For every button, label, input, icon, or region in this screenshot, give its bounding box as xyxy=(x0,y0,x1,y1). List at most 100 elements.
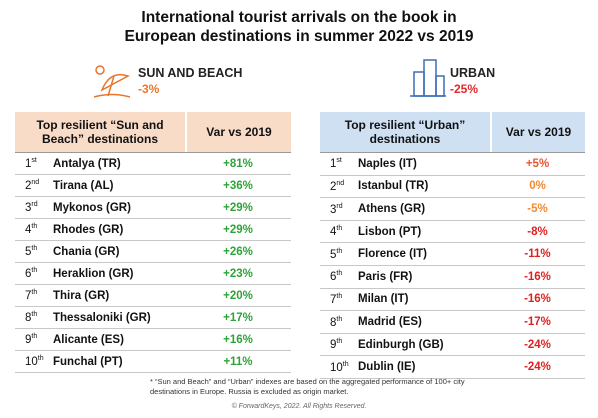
footnote-line: destinations in Europe. Russia is exclud… xyxy=(150,387,349,396)
rank-number: 8 xyxy=(25,311,32,324)
rank-suffix: st xyxy=(336,157,342,165)
rank-number: 6 xyxy=(330,271,337,284)
table-row: 6th Paris (FR) -16% xyxy=(320,266,585,289)
beach-icon xyxy=(93,65,131,98)
rank-number: 3 xyxy=(25,201,32,214)
variation: -17% xyxy=(524,315,551,328)
rank-suffix: th xyxy=(336,270,343,278)
rank-suffix: rd xyxy=(336,202,343,210)
rank: 3rd xyxy=(15,201,53,214)
table-row: 8th Thessaloniki (GR) +17% xyxy=(15,307,291,329)
table-row: 8th Madrid (ES) -17% xyxy=(320,311,585,334)
rank-suffix: th xyxy=(31,311,38,319)
header-cell: Top resilient “Urban” destinations xyxy=(320,118,490,146)
rank-number: 10 xyxy=(25,355,38,368)
rank-suffix: st xyxy=(31,157,37,165)
rank-suffix: th xyxy=(342,360,349,368)
destination: Paris (FR) xyxy=(358,270,413,283)
header-cell: Top resilient “Sun and Beach” destinatio… xyxy=(15,118,185,146)
rank-suffix: nd xyxy=(31,179,40,187)
table-row: 1st Naples (IT) +5% xyxy=(320,153,585,176)
rank-number: 5 xyxy=(330,248,337,261)
variation: +5% xyxy=(525,157,550,170)
rank: 1st xyxy=(15,157,53,170)
rank-suffix: th xyxy=(336,338,343,346)
variation: +11% xyxy=(223,355,253,368)
table: Top resilient “Urban” destinations Var vs… xyxy=(320,112,585,379)
rank-number: 8 xyxy=(330,316,337,329)
rank-suffix: th xyxy=(336,315,343,323)
variation: -5% xyxy=(527,202,548,215)
destination: Antalya (TR) xyxy=(53,157,121,170)
variation: -16% xyxy=(524,293,551,306)
table-row: 3rd Athens (GR) -5% xyxy=(320,198,585,221)
destination: Athens (GR) xyxy=(358,202,426,215)
destination: Tirana (AL) xyxy=(53,179,114,192)
destination: Funchal (PT) xyxy=(53,355,123,368)
variation: +29% xyxy=(223,201,253,214)
rank-suffix: th xyxy=(336,292,343,300)
variation: +17% xyxy=(223,311,253,324)
table-row: 6th Heraklion (GR) +23% xyxy=(15,263,291,285)
rank: 2nd xyxy=(15,179,53,192)
rank: 6th xyxy=(320,270,358,283)
variation: +20% xyxy=(223,289,253,302)
table-row: 4th Lisbon (PT) -8% xyxy=(320,221,585,244)
rank: 1st xyxy=(320,157,358,170)
table-row: 1st Antalya (TR) +81% xyxy=(15,153,291,175)
header-cell: Var vs 2019 xyxy=(185,112,291,152)
table-row: 4th Rhodes (GR) +29% xyxy=(15,219,291,241)
rank-suffix: th xyxy=(37,355,44,363)
rank-suffix: th xyxy=(31,267,38,275)
header-text: Top resilient “Urban” destinations xyxy=(344,118,466,146)
rank-number: 2 xyxy=(25,179,32,192)
rank: 4th xyxy=(320,225,358,238)
rank: 8th xyxy=(15,311,53,324)
destination: Lisbon (PT) xyxy=(358,225,422,238)
variation: +16% xyxy=(223,333,253,346)
variation: +36% xyxy=(223,179,253,192)
table-row: 9th Alicante (ES) +16% xyxy=(15,329,291,351)
rank-suffix: rd xyxy=(31,201,38,209)
table-header: Top resilient “Sun and Beach” destinatio… xyxy=(15,112,291,153)
destination: Dublin (IE) xyxy=(358,361,416,374)
rank-number: 7 xyxy=(330,293,337,306)
rank-number: 2 xyxy=(330,180,337,193)
table: Top resilient “Sun and Beach” destinatio… xyxy=(15,112,291,373)
rank-suffix: th xyxy=(31,289,38,297)
destination: Rhodes (GR) xyxy=(53,223,124,236)
rank-suffix: th xyxy=(31,333,38,341)
rank-number: 7 xyxy=(25,289,32,302)
variation: -24% xyxy=(524,338,551,351)
table-header: Top resilient “Urban” destinations Var vs… xyxy=(320,112,585,153)
rank-number: 4 xyxy=(330,225,337,238)
rank-number: 6 xyxy=(25,267,32,280)
rank: 5th xyxy=(320,248,358,261)
destination: Thira (GR) xyxy=(53,289,110,302)
destination: Heraklion (GR) xyxy=(53,267,134,280)
rank-number: 10 xyxy=(330,361,343,374)
rank: 4th xyxy=(15,223,53,236)
variation: -11% xyxy=(524,248,551,261)
table-row: 5th Florence (IT) -11% xyxy=(320,243,585,266)
variation: 0% xyxy=(529,180,546,193)
rank: 7th xyxy=(15,289,53,302)
variation: -24% xyxy=(524,361,551,374)
panel-change: -3% xyxy=(138,82,160,96)
destination: Thessaloniki (GR) xyxy=(53,311,151,324)
city-icon xyxy=(410,59,446,97)
panel-label: SUN AND BEACH xyxy=(138,66,243,80)
title-line: International tourist arrivals on the bo… xyxy=(141,9,457,26)
table-row: 9th Edinburgh (GB) -24% xyxy=(320,334,585,357)
destination: Florence (IT) xyxy=(358,248,428,261)
variation: +23% xyxy=(223,267,253,280)
rank-suffix: th xyxy=(336,225,343,233)
rank: 9th xyxy=(320,338,358,351)
table-row: 5th Chania (GR) +26% xyxy=(15,241,291,263)
rank-suffix: th xyxy=(336,247,343,255)
rank-suffix: nd xyxy=(336,179,345,187)
destination: Edinburgh (GB) xyxy=(358,338,444,351)
rank: 9th xyxy=(15,333,53,346)
variation: +26% xyxy=(223,245,253,258)
variation: -8% xyxy=(527,225,548,238)
